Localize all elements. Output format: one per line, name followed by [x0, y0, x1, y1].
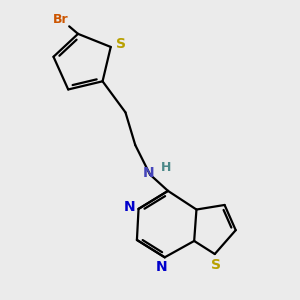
- Text: N: N: [124, 200, 135, 214]
- Text: H: H: [160, 161, 171, 174]
- Text: S: S: [116, 37, 126, 51]
- Text: N: N: [142, 166, 154, 180]
- Text: Br: Br: [53, 13, 69, 26]
- Text: S: S: [212, 257, 221, 272]
- Text: N: N: [156, 260, 167, 274]
